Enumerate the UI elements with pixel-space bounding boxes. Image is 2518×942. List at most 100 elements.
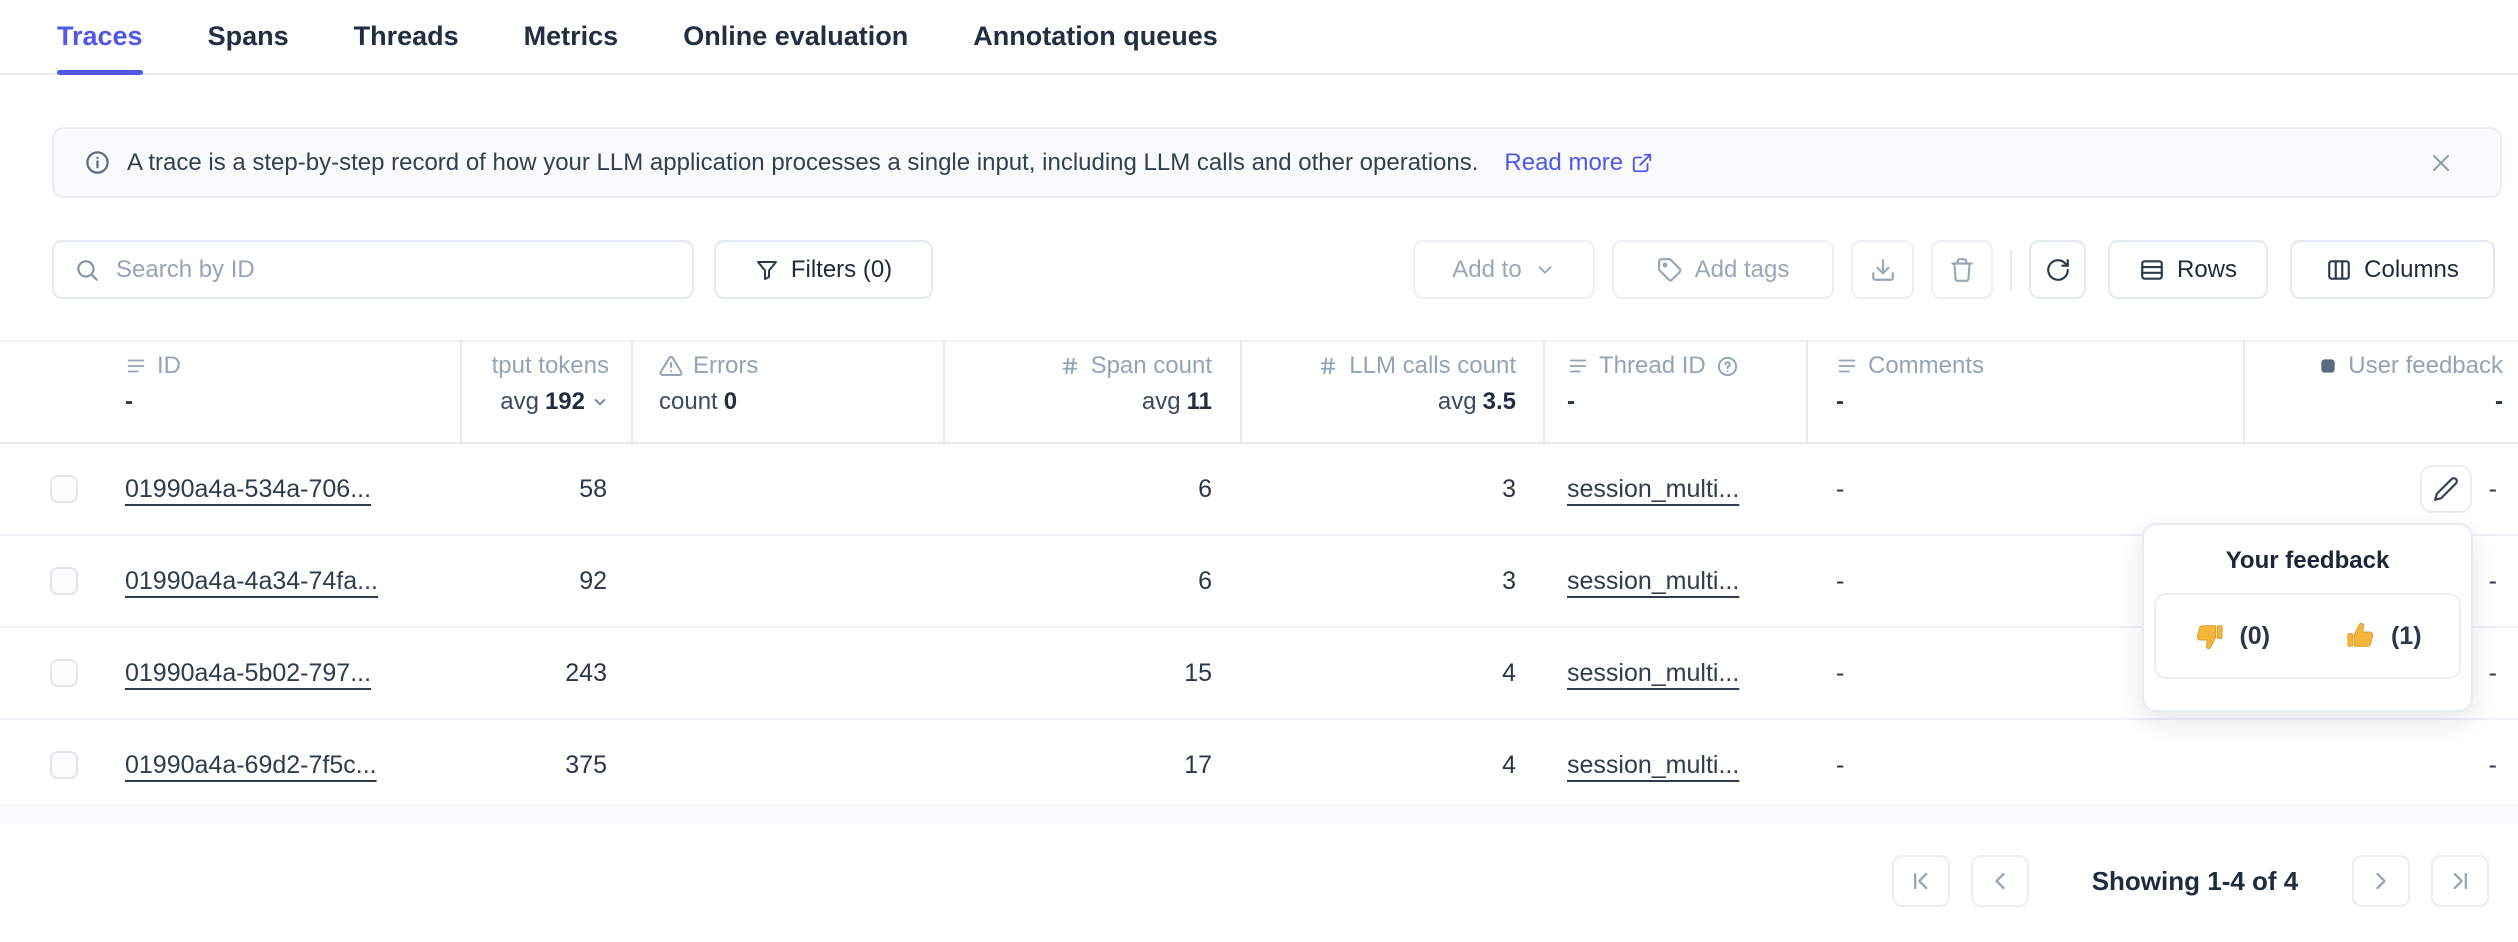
warning-triangle-icon — [659, 354, 683, 378]
column-header-output-tokens: tput tokens avg 192 — [460, 352, 609, 416]
read-more-link[interactable]: Read more — [1504, 149, 1653, 177]
table-row[interactable]: 01990a4a-4a34-74fa... 92 6 3 session_mul… — [0, 536, 2518, 628]
span-count-cell: 17 — [1184, 750, 1212, 779]
thumbs-up-count: (1) — [2390, 621, 2422, 650]
trace-id-link[interactable]: 01990a4a-5b02-797... — [125, 658, 372, 687]
next-page-button[interactable] — [2352, 855, 2410, 907]
search-input[interactable] — [114, 254, 672, 285]
output-tokens-cell: 58 — [579, 474, 607, 503]
column-separator — [2243, 340, 2245, 442]
refresh-button[interactable] — [2029, 240, 2086, 299]
add-to-label: Add to — [1452, 255, 1522, 283]
table-row[interactable]: 01990a4a-534a-706... 58 6 3 session_mult… — [0, 444, 2518, 536]
agg-prefix: avg — [500, 388, 539, 415]
columns-icon — [2326, 257, 2352, 283]
row-checkbox[interactable] — [50, 659, 78, 687]
user-feedback-popup: Your feedback (0) (1) — [2142, 523, 2473, 712]
filters-button[interactable]: Filters (0) — [714, 240, 933, 299]
column-separator — [631, 340, 633, 442]
column-label-span-count: Span count — [1090, 352, 1212, 379]
column-header-llm-calls-count: LLM calls count avg 3.5 — [1240, 352, 1516, 416]
llm-calls-count-cell: 3 — [1502, 566, 1516, 595]
column-header-errors: Errors count 0 — [659, 352, 758, 416]
span-count-cell: 6 — [1198, 566, 1212, 595]
search-icon — [74, 257, 100, 283]
thumbs-up-button[interactable]: (1) — [2308, 595, 2460, 677]
chevron-last-icon — [2446, 867, 2474, 895]
tab-spans[interactable]: Spans — [208, 0, 289, 73]
row-checkbox[interactable] — [50, 751, 78, 779]
thumbs-up-icon — [2345, 620, 2377, 652]
align-left-icon — [1836, 355, 1858, 377]
table-row[interactable]: 01990a4a-69d2-7f5c... 375 17 4 session_m… — [0, 720, 2518, 812]
chevron-right-icon — [2367, 867, 2395, 895]
user-feedback-cell: - — [2488, 566, 2497, 595]
horizontal-scrollbar[interactable] — [0, 804, 2518, 824]
column-header-user-feedback: User feedback - — [2243, 352, 2503, 416]
row-checkbox[interactable] — [50, 567, 78, 595]
id-aggregate: - — [125, 388, 133, 415]
output-tokens-aggregate-selector[interactable]: avg 192 — [460, 388, 609, 416]
export-button[interactable] — [1851, 240, 1914, 299]
first-page-button[interactable] — [1892, 855, 1950, 907]
thumbs-down-icon — [2193, 620, 2225, 652]
previous-page-button[interactable] — [1971, 855, 2029, 907]
column-separator — [1806, 340, 1808, 442]
last-page-button[interactable] — [2431, 855, 2489, 907]
row-checkbox[interactable] — [50, 475, 78, 503]
column-header-comments: Comments - — [1836, 352, 1984, 416]
rows-button[interactable]: Rows — [2108, 240, 2268, 299]
pagination-status: Showing 1-4 of 4 — [2091, 866, 2299, 896]
tab-annotation-queues[interactable]: Annotation queues — [973, 0, 1218, 73]
trace-id-link[interactable]: 01990a4a-534a-706... — [125, 474, 372, 503]
columns-button[interactable]: Columns — [2290, 240, 2495, 299]
close-icon — [2428, 150, 2454, 176]
agg-prefix: count — [659, 388, 718, 415]
filter-funnel-icon — [755, 258, 779, 282]
table-row[interactable]: 01990a4a-5b02-797... 243 15 4 session_mu… — [0, 628, 2518, 720]
add-to-button[interactable]: Add to — [1413, 240, 1595, 299]
tab-online-evaluation[interactable]: Online evaluation — [683, 0, 908, 73]
user-feedback-cell: - — [2488, 474, 2497, 503]
tag-icon — [1657, 257, 1683, 283]
column-label-errors: Errors — [693, 352, 759, 379]
add-tags-button[interactable]: Add tags — [1612, 240, 1834, 299]
download-icon — [1870, 257, 1896, 283]
align-left-icon — [1567, 355, 1589, 377]
column-label-thread-id: Thread ID — [1599, 352, 1706, 379]
tab-traces[interactable]: Traces — [57, 0, 143, 75]
thread-id-link[interactable]: session_multi... — [1567, 566, 1740, 595]
banner-close-button[interactable] — [2424, 146, 2458, 180]
tab-annotation-queues-label: Annotation queues — [973, 21, 1218, 51]
column-label-user-feedback: User feedback — [2348, 352, 2503, 379]
table-body: 01990a4a-534a-706... 58 6 3 session_mult… — [0, 444, 2518, 812]
comments-aggregate: - — [1836, 388, 1844, 415]
tab-threads-label: Threads — [353, 21, 459, 51]
filled-square-icon — [2318, 356, 2338, 376]
column-label-llm-calls-count: LLM calls count — [1349, 352, 1516, 379]
trace-id-link[interactable]: 01990a4a-69d2-7f5c... — [125, 750, 377, 779]
llm-calls-count-cell: 4 — [1502, 658, 1516, 687]
chevron-down-icon — [1534, 259, 1556, 281]
thread-id-link[interactable]: session_multi... — [1567, 750, 1740, 779]
edit-feedback-button[interactable] — [2420, 465, 2472, 513]
column-header-id: ID - — [125, 352, 181, 416]
tab-threads[interactable]: Threads — [354, 0, 459, 73]
align-left-icon — [125, 355, 147, 377]
agg-value: 11 — [1186, 388, 1212, 415]
agg-value: 192 — [544, 388, 585, 415]
output-tokens-cell: 243 — [565, 658, 607, 687]
delete-button[interactable] — [1931, 240, 1993, 299]
agg-prefix: avg — [1141, 388, 1181, 415]
trace-id-link[interactable]: 01990a4a-4a34-74fa... — [125, 566, 378, 595]
help-circle-icon[interactable] — [1716, 355, 1739, 378]
chevron-left-icon — [1986, 867, 2014, 895]
thumbs-down-button[interactable]: (0) — [2156, 595, 2308, 677]
tab-metrics[interactable]: Metrics — [524, 0, 619, 73]
trace-info-banner: A trace is a step-by-step record of how … — [52, 127, 2502, 198]
thread-id-link[interactable]: session_multi... — [1567, 658, 1740, 687]
tab-spans-label: Spans — [207, 21, 289, 51]
thread-id-link[interactable]: session_multi... — [1567, 474, 1740, 503]
column-label-output-tokens: tput tokens — [491, 352, 609, 379]
